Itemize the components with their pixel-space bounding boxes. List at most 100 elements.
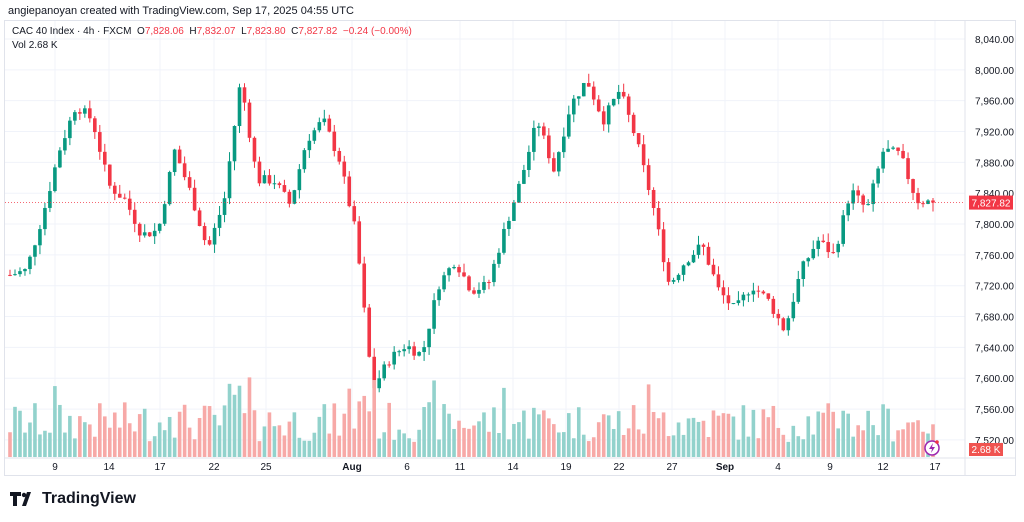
volume-bar bbox=[921, 431, 925, 457]
x-tick-label: 14 bbox=[103, 462, 115, 473]
volume-bar bbox=[8, 432, 12, 457]
volume-bar bbox=[137, 414, 142, 457]
candle-body bbox=[172, 149, 177, 173]
x-tick-label: 9 bbox=[52, 462, 58, 473]
candle-body bbox=[68, 120, 72, 139]
candle-body bbox=[911, 179, 915, 193]
candle-body bbox=[402, 349, 406, 352]
candle-body bbox=[112, 185, 117, 194]
y-tick-label: 7,600.00 bbox=[975, 374, 1014, 385]
volume-bar bbox=[192, 439, 197, 457]
candle-body bbox=[107, 164, 112, 186]
candle-body bbox=[651, 189, 656, 209]
candle-body bbox=[507, 220, 511, 229]
candle-body bbox=[661, 229, 666, 263]
volume-bar bbox=[297, 437, 302, 457]
volume-bar bbox=[322, 404, 327, 457]
volume-bar bbox=[497, 433, 501, 457]
volume-bar bbox=[327, 433, 332, 457]
volume-bar bbox=[866, 410, 870, 457]
candle-body bbox=[277, 183, 282, 186]
volume-bar bbox=[122, 402, 127, 457]
candle-body bbox=[576, 96, 581, 99]
volume-bar bbox=[801, 439, 806, 457]
candle-body bbox=[691, 254, 696, 263]
volume-bar bbox=[38, 434, 42, 457]
volume-bar bbox=[157, 422, 162, 457]
volume-bar bbox=[232, 394, 237, 457]
candle-body bbox=[83, 108, 87, 114]
candle-body bbox=[931, 200, 935, 203]
x-tick-label: Aug bbox=[342, 462, 361, 473]
volume-bar bbox=[706, 437, 711, 457]
volume-bar bbox=[352, 428, 357, 457]
x-tick-label: 14 bbox=[507, 462, 519, 473]
volume-bar bbox=[252, 410, 257, 457]
candle-body bbox=[631, 114, 636, 134]
candle-body bbox=[502, 228, 506, 253]
candle-body bbox=[886, 148, 890, 152]
candle-body bbox=[262, 175, 267, 184]
x-tick-label: 17 bbox=[154, 462, 166, 473]
candle-body bbox=[73, 112, 77, 121]
candle-body bbox=[916, 192, 920, 204]
volume-bar bbox=[681, 434, 686, 457]
candle-body bbox=[477, 289, 481, 294]
volume-bar bbox=[911, 422, 915, 457]
volume-bar bbox=[601, 414, 606, 457]
volume-bar bbox=[596, 422, 601, 457]
volume-bar bbox=[262, 426, 267, 457]
candle-body bbox=[771, 298, 776, 314]
volume-bar bbox=[117, 427, 122, 457]
candle-body bbox=[487, 282, 491, 284]
candle-body bbox=[816, 240, 821, 249]
volume-bar bbox=[102, 416, 107, 457]
candle-body bbox=[372, 356, 377, 389]
volume-bar bbox=[412, 441, 416, 457]
close-value: 7,827.82 bbox=[298, 26, 338, 37]
volume-bar bbox=[861, 430, 865, 457]
volume-bar bbox=[417, 429, 421, 457]
volume-bar bbox=[671, 435, 676, 457]
volume-bar bbox=[606, 415, 611, 457]
tradingview-logo[interactable]: TradingView bbox=[10, 490, 136, 508]
symbol-label[interactable]: CAC 40 Index · 4h · FXCM bbox=[12, 26, 132, 37]
volume-bar bbox=[686, 418, 691, 457]
volume-bar bbox=[517, 422, 521, 457]
volume-bar bbox=[88, 424, 92, 457]
candle-body bbox=[13, 274, 17, 276]
candle-body bbox=[212, 227, 217, 245]
volume-bar bbox=[78, 416, 82, 457]
x-tick-label: Sep bbox=[716, 462, 734, 473]
candle-body bbox=[377, 378, 381, 389]
candle-body bbox=[746, 294, 751, 296]
candle-body bbox=[492, 263, 496, 283]
candle-body bbox=[127, 198, 132, 210]
candle-body bbox=[367, 307, 372, 357]
volume-bar bbox=[621, 434, 626, 457]
candle-body bbox=[292, 190, 297, 204]
candle-body bbox=[157, 223, 162, 231]
candle-body bbox=[896, 147, 900, 151]
candle-body bbox=[322, 118, 327, 123]
candle-body bbox=[626, 96, 631, 115]
volume-bar bbox=[661, 412, 666, 457]
volume-bar bbox=[132, 431, 137, 457]
volume-bar bbox=[616, 411, 621, 457]
volume-bar bbox=[522, 410, 526, 457]
candle-body bbox=[716, 274, 721, 288]
x-tick-label: 12 bbox=[877, 462, 889, 473]
candle-body bbox=[43, 207, 47, 230]
change-value: −0.24 (−0.00%) bbox=[342, 26, 412, 37]
lightning-icon[interactable] bbox=[924, 440, 940, 456]
volume-bar bbox=[631, 405, 636, 457]
volume-bar bbox=[841, 410, 845, 457]
candle-body bbox=[222, 198, 227, 215]
volume-bar bbox=[901, 429, 905, 457]
volume-bar bbox=[207, 406, 212, 457]
volume-bar bbox=[726, 413, 731, 457]
candle-body bbox=[542, 126, 546, 136]
candle-body bbox=[147, 232, 152, 237]
volume-bar bbox=[666, 436, 671, 457]
